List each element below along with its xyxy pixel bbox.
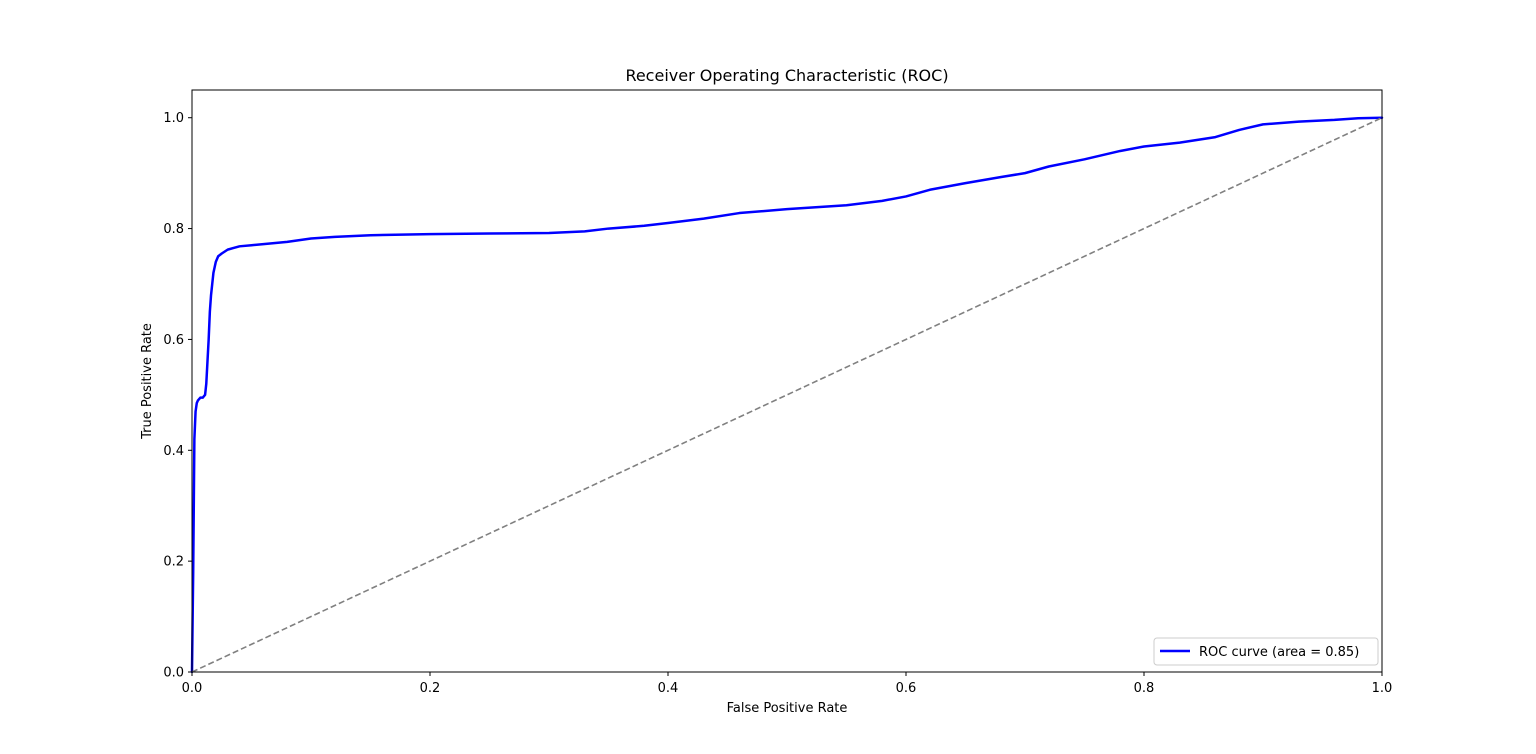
legend-entry-roc-curve: ROC curve (area = 0.85)	[1199, 645, 1359, 660]
roc-curve-line	[190, 116, 1384, 674]
y-tick-label: 0.0	[163, 666, 184, 681]
x-axis-ticks: 0.0 0.2 0.4 0.6 0.8 1.0	[182, 672, 1393, 696]
series-layer	[190, 116, 1384, 674]
x-tick-label: 0.0	[182, 681, 203, 696]
legend-box	[1153, 637, 1379, 666]
x-tick-label: 0.6	[896, 681, 917, 696]
x-axis-label: False Positive Rate	[727, 701, 848, 716]
y-tick-label: 0.4	[163, 444, 184, 459]
x-tick-label: 0.4	[658, 681, 679, 696]
x-tick-label: 0.2	[420, 681, 441, 696]
chance-diagonal-line	[191, 116, 1383, 673]
chart-title: Receiver Operating Characteristic (ROC)	[625, 66, 948, 85]
plot-frame	[191, 89, 1383, 673]
y-tick-label: 0.2	[163, 555, 184, 570]
y-axis-ticks: 0.0 0.2 0.4 0.6 0.8 1.0	[163, 111, 192, 681]
legend: ROC curve (area = 0.85)	[1153, 637, 1379, 666]
y-tick-label: 0.8	[163, 222, 184, 237]
x-tick-label: 1.0	[1372, 681, 1393, 696]
y-axis-label: True Positive Rate	[140, 323, 155, 440]
x-tick-label: 0.8	[1134, 681, 1155, 696]
y-tick-label: 0.6	[163, 333, 184, 348]
y-tick-label: 1.0	[163, 111, 184, 126]
